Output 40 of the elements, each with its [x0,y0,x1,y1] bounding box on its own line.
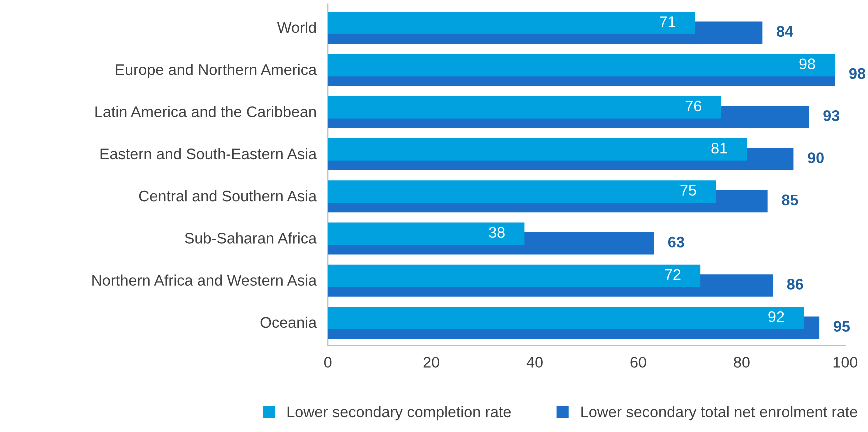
bar [328,96,722,119]
bar [328,264,701,288]
data-label: 98 [850,68,866,80]
data-label: 71 [660,16,676,28]
bar [328,54,836,77]
y-tick-label: Central and Southern Asia [139,190,318,202]
data-label: 38 [489,227,505,238]
x-tick-label: 60 [630,357,646,368]
x-tick-label: 100 [834,357,858,368]
bar [328,307,804,330]
y-tick-label: Oceania [260,316,317,328]
data-label: 84 [777,26,794,38]
y-tick-label: Latin America and the Caribbean [96,106,316,118]
data-label: 95 [834,321,850,332]
data-label: 85 [782,194,798,206]
y-tick-label: Eastern and South-Eastern Asia [100,148,318,160]
x-tick-label: 20 [424,357,440,368]
y-tick-label: World [277,22,316,34]
data-label: 93 [824,110,840,122]
y-tick-label: Sub-Saharan Africa [185,232,317,244]
data-label: 90 [808,152,824,164]
data-label: 98 [800,58,816,70]
data-label: 75 [680,185,696,196]
data-label: 63 [668,236,684,248]
legend-label: Lower secondary completion rate [288,406,511,421]
data-label: 86 [787,279,804,290]
x-tick-label: 40 [526,357,543,368]
bar [328,138,748,161]
data-label: 92 [768,311,784,322]
data-label: 81 [712,142,728,154]
y-tick-label: Northern Africa and Western Asia [92,274,318,286]
bar [328,12,696,34]
data-label: 72 [665,269,681,280]
x-tick-label: 80 [734,357,750,368]
legend-label: Lower secondary total net enrolment rate [582,406,858,421]
bar [328,222,525,246]
y-tick-label: Europe and Northern America [116,64,318,78]
x-tick-label: 0 [324,357,332,368]
data-label: 76 [686,100,702,112]
bar [328,180,716,203]
